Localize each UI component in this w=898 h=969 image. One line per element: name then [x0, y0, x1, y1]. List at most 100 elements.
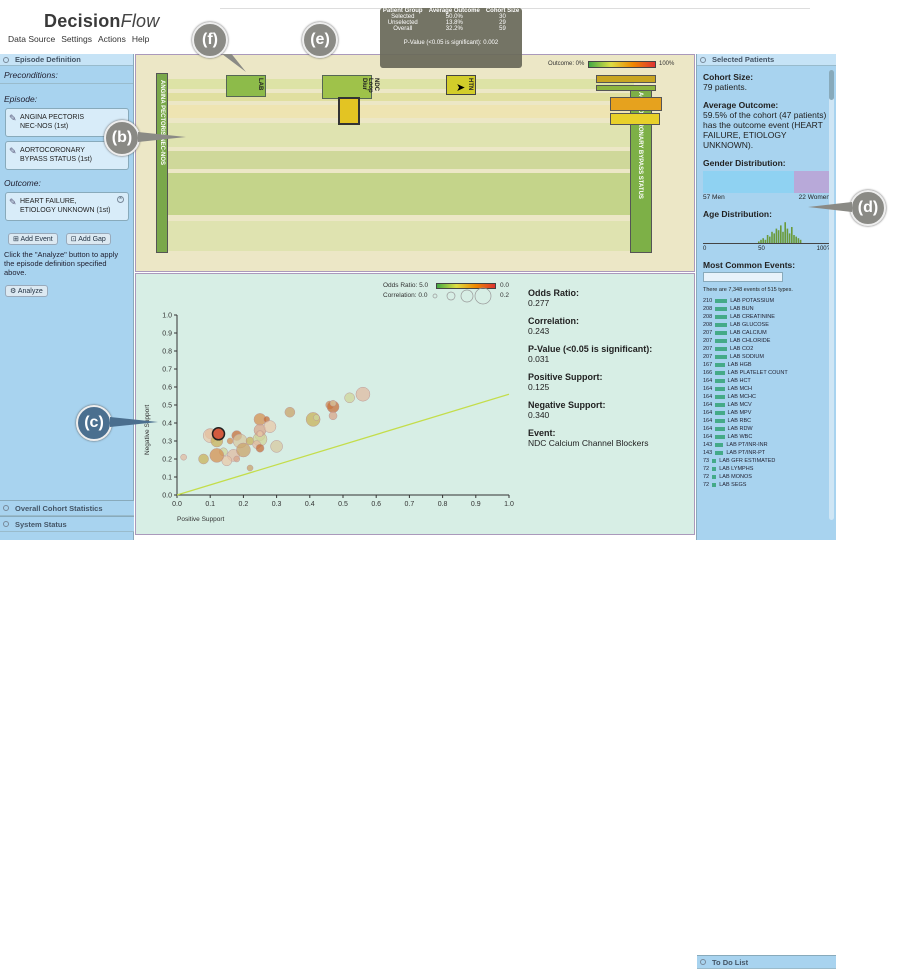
scrollbar[interactable] [829, 70, 834, 520]
system-status-header[interactable]: System Status [0, 516, 134, 532]
event-list-item[interactable]: 72 LAB SEGS [703, 481, 830, 489]
event-count: 164 [703, 402, 713, 408]
cohort-size-label: Cohort Size: [703, 72, 754, 82]
event-bar [715, 371, 725, 375]
women-count: 22 Women [798, 194, 830, 201]
age-bar [793, 235, 795, 243]
collapse-icon[interactable] [700, 57, 706, 63]
remove-icon[interactable]: × [117, 196, 124, 203]
event-list-item[interactable]: 164 LAB MPV [703, 409, 830, 417]
section-title: Overall Cohort Statistics [15, 503, 103, 513]
event-list-item[interactable]: 143 LAB PT/INR-PT [703, 449, 830, 457]
age-bar [762, 238, 764, 243]
stat-value: 0.243 [528, 326, 550, 336]
event-name: HEART FAILURE, [20, 198, 77, 205]
lab-node[interactable]: LAB [226, 75, 266, 97]
event-list-item[interactable]: 164 LAB WBC [703, 433, 830, 441]
age-bar [758, 241, 760, 243]
flow-node[interactable] [610, 97, 662, 111]
event-name: BYPASS STATUS (1st) [20, 156, 92, 163]
menu-help[interactable]: Help [131, 34, 150, 44]
todo-list-header[interactable]: To Do List [697, 955, 836, 969]
expand-icon[interactable] [700, 959, 706, 965]
event-name: LAB SODIUM [730, 354, 764, 360]
panel-header[interactable]: Selected Patients [697, 54, 836, 66]
event-list-item[interactable]: 72 LAB LYMPHS [703, 465, 830, 473]
cursor-icon: ➤ [456, 82, 466, 94]
event-list-item[interactable]: 207 LAB CO2 [703, 345, 830, 353]
data-point [198, 453, 209, 465]
start-event-bar[interactable]: ANGINA PECTORIS NEC-NOS [156, 73, 168, 253]
analyze-button[interactable]: ⚙ Analyze [5, 285, 48, 297]
event-bar [715, 299, 728, 303]
event-list-item[interactable]: 164 LAB MCH [703, 385, 830, 393]
outcome-legend-label: Outcome: 0% [548, 61, 585, 67]
event-bar [715, 339, 728, 343]
data-point [221, 455, 233, 467]
ndc-node[interactable]: NDC Loop Diur [322, 75, 379, 99]
node-label: LAB [257, 78, 263, 91]
episode-event-card[interactable]: ✎ ANGINA PECTORIS NEC-NOS (1st) [5, 108, 129, 137]
flow-node[interactable] [596, 85, 656, 91]
flow-node[interactable] [596, 75, 656, 83]
menu-data-source[interactable]: Data Source [8, 34, 56, 44]
event-count: 143 [703, 442, 713, 448]
event-list-item[interactable]: 210 LAB POTASSIUM [703, 297, 830, 305]
collapse-icon[interactable] [3, 57, 9, 63]
event-list-item[interactable]: 208 LAB CREATININE [703, 313, 830, 321]
end-event-bar[interactable]: AORTOCORONARY BYPASS STATUS [630, 85, 652, 253]
pen-icon: ✎ [9, 113, 17, 123]
event-name: NEC-NOS (1st) [20, 123, 69, 130]
scrollbar-thumb[interactable] [829, 70, 834, 100]
event-list-item[interactable]: 164 LAB RDW [703, 425, 830, 433]
data-point [270, 440, 283, 453]
event-list-item[interactable]: 164 LAB RBC [703, 417, 830, 425]
event-list-item[interactable]: 166 LAB PLATELET COUNT [703, 369, 830, 377]
event-list-item[interactable]: 207 LAB CHLORIDE [703, 337, 830, 345]
event-list-item[interactable]: 208 LAB BUN [703, 305, 830, 313]
tooltip-cell: Unselected [387, 20, 418, 26]
ndc-selected-node[interactable] [338, 97, 360, 125]
menu-actions[interactable]: Actions [97, 34, 126, 44]
flow-node[interactable] [610, 113, 660, 125]
age-bar [775, 228, 778, 243]
flow-row [164, 123, 634, 147]
episode-flow-view[interactable]: ANGINA PECTORIS NEC-NOS AORTOCORONARY BY… [135, 54, 695, 272]
event-count: 208 [703, 306, 713, 312]
event-list-item[interactable]: 143 LAB PT/INR-INR [703, 441, 830, 449]
expand-icon[interactable] [3, 521, 9, 527]
event-list-item[interactable]: 73 LAB GFR ESTIMATED [703, 457, 830, 465]
tooltip-cell: 32.2% [445, 26, 463, 32]
event-search-input[interactable] [703, 272, 783, 282]
panel-header[interactable]: Episode Definition [0, 54, 133, 66]
common-events-label: Most Common Events: [703, 260, 796, 270]
event-count: 164 [703, 394, 713, 400]
tooltip-cell: 29 [499, 20, 506, 26]
htn-node[interactable]: HTN [446, 75, 476, 95]
event-list-item[interactable]: 167 LAB HGB [703, 361, 830, 369]
expand-icon[interactable] [3, 505, 9, 511]
event-list-item[interactable]: 207 LAB SODIUM [703, 353, 830, 361]
age-bar [786, 228, 789, 243]
age-bar [780, 225, 782, 243]
event-list-item[interactable]: 208 LAB GLUCOSE [703, 321, 830, 329]
event-name: LAB CALCIUM [730, 330, 767, 336]
scatter-chart[interactable]: 0.00.00.10.10.20.20.30.30.40.40.50.50.60… [135, 273, 525, 535]
outcome-event-card[interactable]: ✎ × HEART FAILURE, ETIOLOGY UNKNOWN (1st… [5, 192, 129, 221]
average-outcome-value: 59.5% of the cohort (47 patients) has th… [703, 110, 827, 150]
analyze-row: ⚙ Analyze [5, 285, 133, 297]
event-list-item[interactable]: 164 LAB HCT [703, 377, 830, 385]
tooltip-cell: 50.0% [445, 14, 463, 20]
menu-settings[interactable]: Settings [61, 34, 92, 44]
add-gap-button[interactable]: ⊡ Add Gap [65, 233, 111, 245]
event-list-item[interactable]: 72 LAB MONOS [703, 473, 830, 481]
add-event-button[interactable]: ⊞ Add Event [8, 233, 58, 245]
event-list-item[interactable]: 164 LAB MCHC [703, 393, 830, 401]
event-count: 208 [703, 322, 713, 328]
event-name: LAB MCHC [727, 394, 756, 400]
overall-cohort-statistics-header[interactable]: Overall Cohort Statistics [0, 500, 134, 516]
event-list-item[interactable]: 207 LAB CALCIUM [703, 329, 830, 337]
event-count: 210 [703, 298, 713, 304]
event-list-item[interactable]: 164 LAB MCV [703, 401, 830, 409]
callout-pointer [110, 417, 158, 427]
